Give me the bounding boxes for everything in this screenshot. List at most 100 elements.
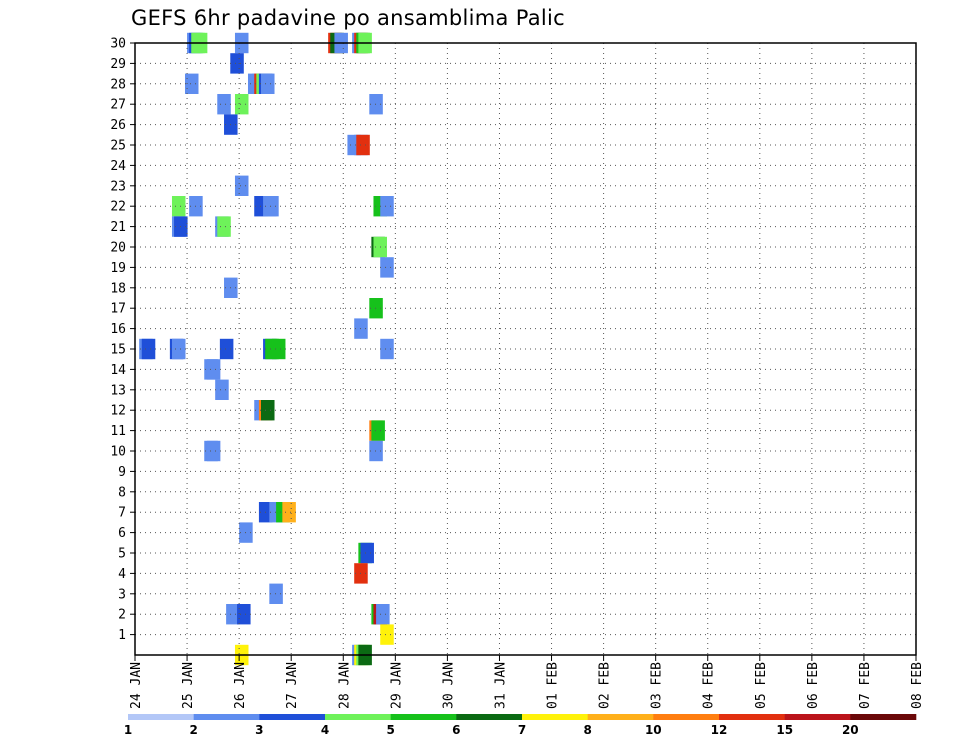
colorbar-swatch <box>784 714 851 720</box>
colorbar-label: 10 <box>645 723 662 737</box>
colorbar-swatch <box>325 714 391 720</box>
x-tick-label: 06 FEB <box>806 662 821 709</box>
colorbar-label: 3 <box>255 723 263 737</box>
precip-cell <box>360 542 374 564</box>
colorbar-swatch <box>259 714 326 720</box>
y-tick-label: 27 <box>110 98 126 113</box>
colorbar-label: 15 <box>776 723 793 737</box>
y-tick-label: 6 <box>118 526 126 541</box>
precip-cell <box>380 196 394 217</box>
x-tick-label: 28 JAN <box>337 662 352 709</box>
y-tick-label: 1 <box>118 628 126 643</box>
x-tick-label: 31 JAN <box>494 662 509 709</box>
y-tick-label: 3 <box>118 587 126 602</box>
chart-title: GEFS 6hr padavine po ansamblima Palic <box>131 6 566 30</box>
precip-cell <box>226 604 240 625</box>
colorbar-label: 5 <box>387 723 395 737</box>
precip-cell <box>369 94 383 115</box>
precip-cell <box>141 338 156 360</box>
colorbar-label: 12 <box>711 723 728 737</box>
colorbar-swatch <box>587 714 654 720</box>
colorbar-swatch <box>128 714 194 720</box>
precip-cell <box>369 440 383 462</box>
precip-cell <box>171 338 186 360</box>
colorbar-swatch <box>719 714 785 720</box>
x-tick-label: 04 FEB <box>702 662 717 709</box>
precip-cell <box>217 94 231 115</box>
y-tick-label: 26 <box>110 118 126 133</box>
precip-cell <box>380 338 394 360</box>
y-tick-label: 14 <box>110 363 126 378</box>
colorbar-label: 4 <box>321 723 329 737</box>
x-tick-label: 24 JAN <box>129 662 144 709</box>
precip-cell <box>237 604 251 625</box>
precip-cell <box>271 338 286 360</box>
y-tick-label: 17 <box>110 302 126 317</box>
y-tick-label: 21 <box>110 220 126 235</box>
colorbar-swatch <box>850 714 917 720</box>
colorbar-label: 6 <box>452 723 460 737</box>
y-tick-label: 8 <box>118 485 126 500</box>
y-tick-label: 18 <box>110 281 126 296</box>
y-tick-label: 11 <box>110 424 126 439</box>
colorbar-swatch <box>390 714 457 720</box>
precip-cell <box>369 298 383 319</box>
y-tick-label: 15 <box>110 343 126 358</box>
x-tick-label: 30 JAN <box>441 662 456 709</box>
grid-layer <box>135 42 916 655</box>
x-tick-label: 01 FEB <box>546 662 561 709</box>
precip-cell <box>206 359 221 380</box>
colorbar-legend: 1 2 3 4 5 6 7 8 10 12 15 20 <box>124 714 917 737</box>
y-tick-label: 29 <box>110 57 126 72</box>
precip-cell <box>234 175 249 196</box>
axes-layer: 1234567891011121314151617181920212223242… <box>110 37 925 709</box>
y-tick-label: 12 <box>110 404 126 419</box>
colorbar-swatch <box>522 714 588 720</box>
precip-cell <box>261 400 275 421</box>
precip-cell <box>184 73 199 94</box>
y-tick-label: 13 <box>110 383 126 398</box>
precip-cell <box>219 338 234 360</box>
y-tick-label: 28 <box>110 77 126 92</box>
y-tick-label: 9 <box>118 465 126 480</box>
y-tick-label: 7 <box>118 506 126 521</box>
y-tick-label: 19 <box>110 261 126 276</box>
y-tick-label: 23 <box>110 179 126 194</box>
x-tick-label: 05 FEB <box>754 662 769 709</box>
y-tick-label: 16 <box>110 322 126 337</box>
x-tick-label: 08 FEB <box>910 662 925 709</box>
y-tick-label: 5 <box>118 547 126 562</box>
colorbar-label: 20 <box>842 723 859 737</box>
y-tick-label: 4 <box>118 567 126 582</box>
precip-cell <box>356 134 370 156</box>
precip-cell <box>230 53 244 74</box>
colorbar-label: 8 <box>584 723 592 737</box>
precip-cell <box>282 502 296 523</box>
precip-cell <box>171 196 186 217</box>
precip-cell <box>217 216 231 237</box>
precip-cell <box>380 624 394 645</box>
precip-cell <box>376 604 390 625</box>
precip-cell <box>269 583 283 604</box>
x-tick-label: 02 FEB <box>598 662 613 709</box>
x-tick-label: 26 JAN <box>233 662 248 709</box>
colorbar-label: 1 <box>124 723 132 737</box>
colorbar-swatch <box>193 714 260 720</box>
y-tick-label: 30 <box>110 37 126 52</box>
x-tick-label: 03 FEB <box>650 662 665 709</box>
precip-cell <box>261 73 275 94</box>
y-tick-label: 24 <box>110 159 126 174</box>
x-tick-label: 25 JAN <box>181 662 196 709</box>
y-tick-label: 22 <box>110 200 126 215</box>
colorbar-swatch <box>456 714 523 720</box>
precip-cell <box>265 196 279 217</box>
x-tick-label: 07 FEB <box>858 662 873 709</box>
colorbar-swatch <box>653 714 720 720</box>
x-tick-label: 27 JAN <box>285 662 300 709</box>
y-tick-label: 2 <box>118 608 126 623</box>
precip-cell <box>380 257 394 278</box>
y-tick-label: 10 <box>110 445 126 460</box>
y-tick-label: 25 <box>110 139 126 154</box>
precip-cell <box>206 440 221 462</box>
